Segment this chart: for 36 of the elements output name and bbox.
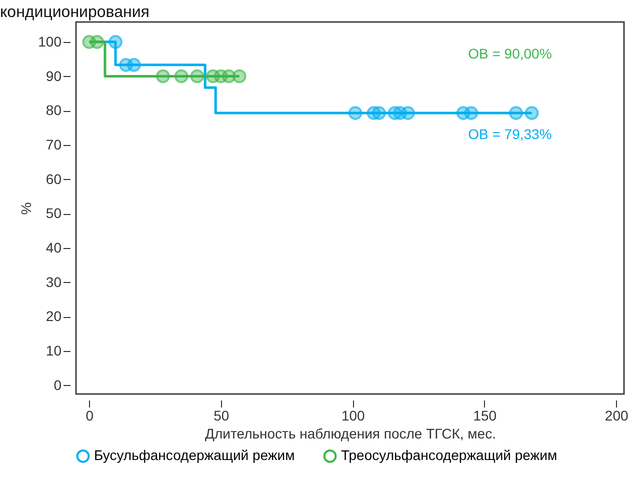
point <box>348 106 362 120</box>
x-tick-label: 200 <box>604 408 628 424</box>
y-tick-label: 80 <box>46 102 62 118</box>
point <box>108 35 122 49</box>
x-tick-label: 150 <box>473 408 497 424</box>
point <box>232 69 246 84</box>
point <box>174 69 188 84</box>
point <box>401 106 415 120</box>
legend-label: Бусульфансодержащий режим <box>94 447 295 464</box>
y-tick-label: 50 <box>46 205 62 222</box>
point <box>509 106 523 120</box>
y-axis-title: % <box>18 202 34 215</box>
chart-title: кондиционирования <box>0 4 150 21</box>
point <box>524 106 539 120</box>
y-tick-label: 30 <box>46 274 62 290</box>
y-tick-label: 70 <box>46 136 62 152</box>
annotation: ОВ = 90,00% <box>468 45 552 62</box>
y-tick-label: 10 <box>46 342 62 359</box>
x-tick-label: 100 <box>341 408 366 424</box>
x-tick-label: 0 <box>86 408 94 424</box>
point <box>90 35 104 49</box>
point <box>156 69 170 84</box>
x-tick-label: 50 <box>214 408 230 424</box>
y-tick-label: 90 <box>46 68 62 84</box>
point <box>190 69 204 84</box>
y-tick-label: 20 <box>46 308 62 324</box>
y-tick-label: 40 <box>46 240 62 256</box>
y-tick-label: 60 <box>46 170 62 187</box>
legend-label: Треосульфансодержащий режим <box>341 447 558 464</box>
point <box>372 106 386 120</box>
y-tick-label: 0 <box>54 376 62 393</box>
point <box>464 106 478 120</box>
point <box>127 58 141 72</box>
annotation: ОВ = 79,33% <box>468 126 552 142</box>
x-axis-title: Длительность наблюдения после ТГСК, мес. <box>205 426 496 442</box>
y-tick-label: 100 <box>38 33 62 50</box>
